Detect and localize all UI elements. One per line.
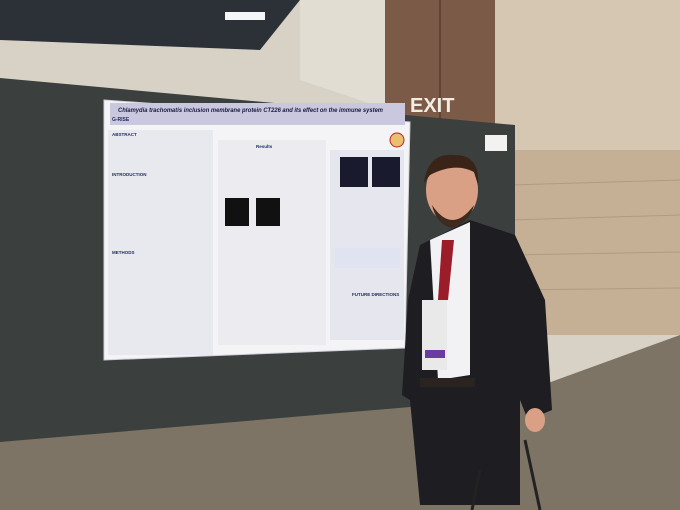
section-heading: INTRODUCTION bbox=[112, 172, 147, 177]
wall bbox=[300, 0, 390, 110]
column-middle bbox=[218, 140, 326, 345]
figure-blot bbox=[225, 198, 249, 226]
column-left bbox=[108, 130, 213, 355]
ceiling-light bbox=[225, 12, 265, 20]
poster-seal bbox=[389, 132, 405, 148]
section-heading: METHODS bbox=[112, 250, 135, 255]
upper-wall bbox=[495, 0, 680, 160]
figure-table bbox=[335, 248, 400, 268]
section-heading: Results bbox=[256, 144, 273, 149]
poster-header bbox=[110, 103, 405, 125]
board-tag bbox=[485, 135, 507, 151]
figure-microscopy bbox=[372, 157, 400, 187]
poster-logo: G-RISE bbox=[112, 117, 130, 123]
stone-lines bbox=[509, 179, 680, 291]
exit-sign: EXIT bbox=[410, 95, 454, 117]
poster-title: Chlamydia trachomatis inclusion membrane… bbox=[118, 107, 383, 114]
section-heading: ABSTRACT bbox=[112, 132, 137, 137]
figure-microscopy bbox=[340, 157, 368, 187]
section-heading: FUTURE DIRECTIONS bbox=[352, 292, 399, 297]
person bbox=[402, 154, 552, 510]
figure-blot bbox=[256, 198, 280, 226]
